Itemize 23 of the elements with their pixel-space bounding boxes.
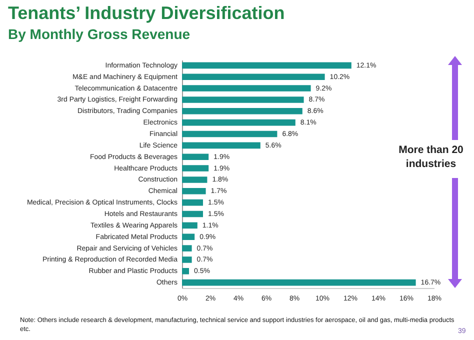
bar — [182, 62, 352, 69]
bar — [182, 108, 302, 114]
annotation: More than 20 industries — [398, 143, 464, 171]
bar — [182, 268, 189, 274]
bar — [182, 279, 416, 286]
bar — [182, 85, 311, 92]
bar — [182, 188, 206, 194]
bar — [182, 119, 296, 126]
bar — [182, 142, 260, 149]
bar — [182, 96, 304, 103]
bar — [182, 130, 278, 138]
bar — [182, 222, 198, 229]
chart-subtitle: By Monthly Gross Revenue — [8, 26, 190, 42]
chart-title: Tenants’ Industry Diversification — [8, 3, 285, 24]
bar — [182, 245, 192, 252]
bar — [182, 199, 203, 206]
bar — [182, 256, 192, 263]
bar — [182, 165, 209, 172]
bar — [182, 74, 325, 80]
bar — [182, 210, 203, 218]
bar — [182, 234, 195, 240]
bar — [182, 176, 208, 183]
bar — [182, 154, 209, 160]
